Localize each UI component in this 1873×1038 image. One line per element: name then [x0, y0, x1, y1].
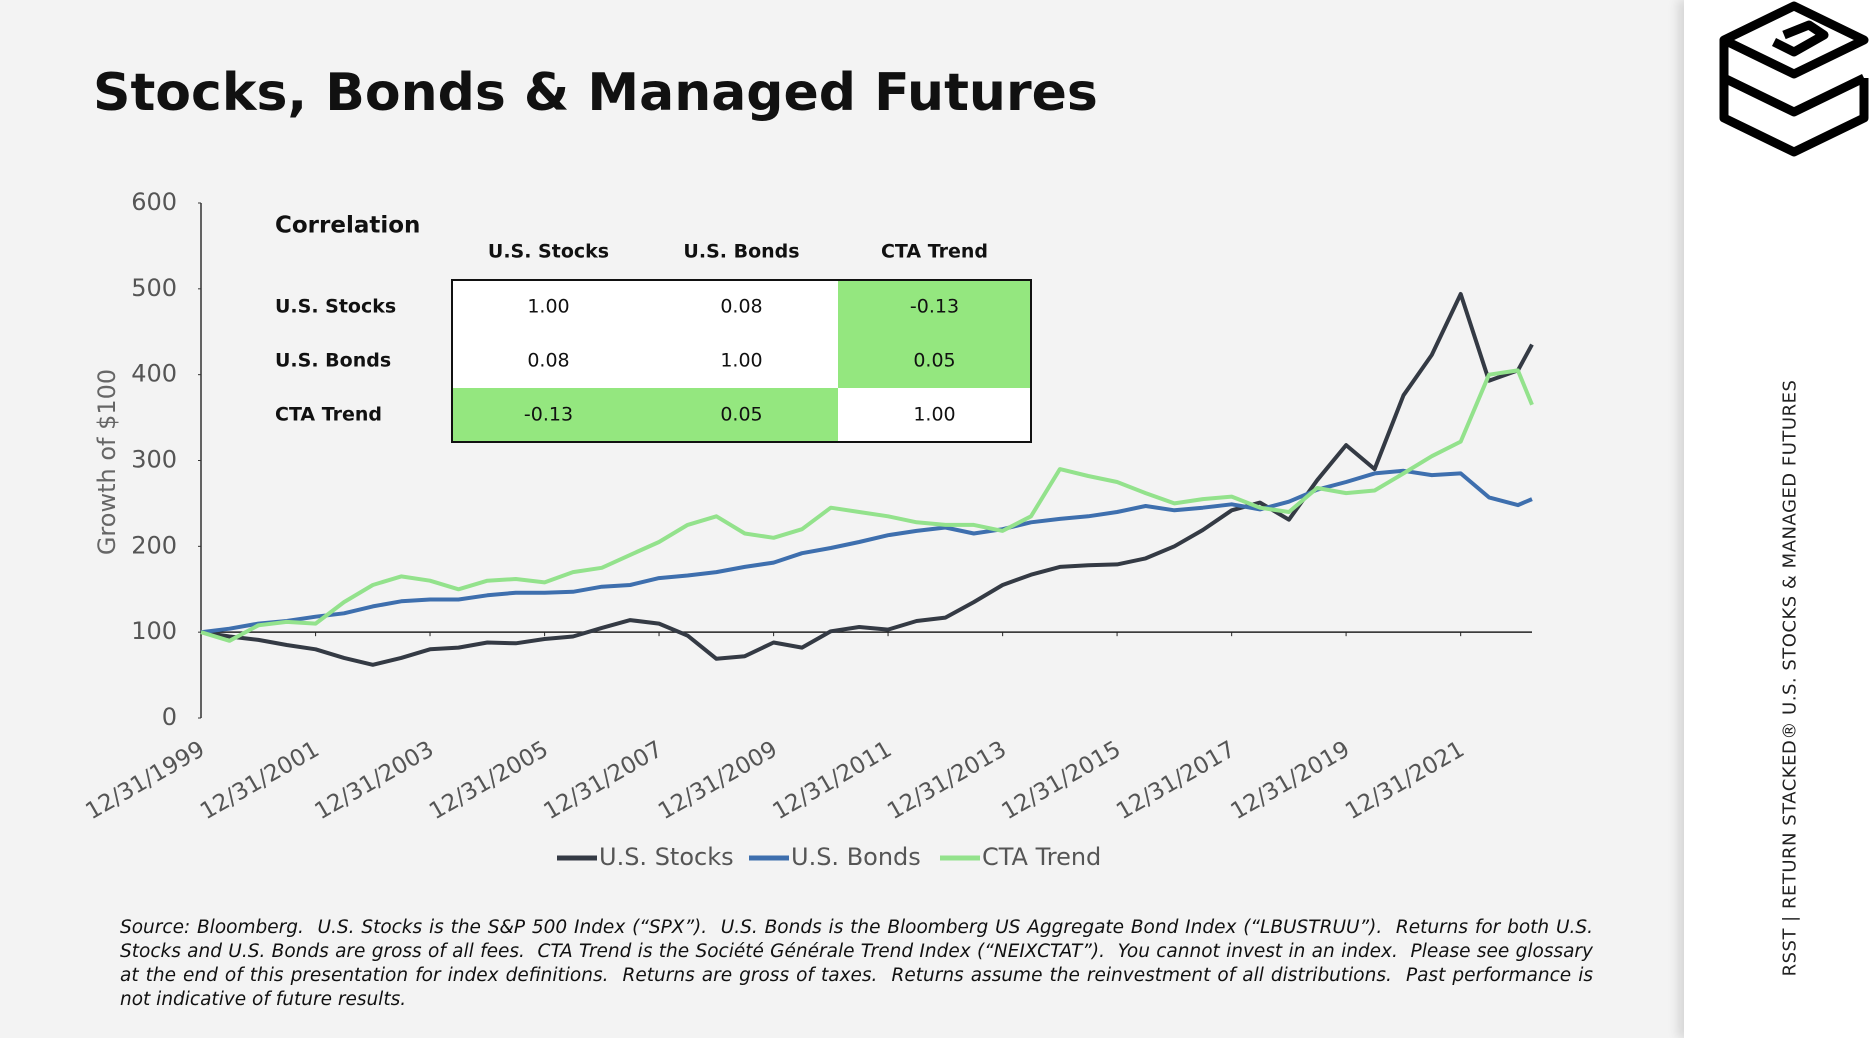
sidebar-text: RSST | RETURN STACKED® U.S. STOCKS & MAN… [1779, 379, 1801, 977]
sidebar [1684, 0, 1873, 1038]
x-tick-label: 12/31/2017 [1112, 736, 1240, 825]
table-cell [645, 280, 838, 334]
table-cell [452, 280, 645, 334]
legend-label: CTA Trend [982, 843, 1101, 871]
table-value: 0.05 [913, 350, 955, 372]
table-value: 1.00 [527, 296, 569, 318]
table-cell [452, 334, 645, 388]
logo [1719, 1, 1869, 157]
x-tick-label: 12/31/2003 [310, 736, 438, 825]
y-tick-label: 600 [131, 188, 177, 216]
row-header: U.S. Stocks [275, 296, 396, 318]
column-header: U.S. Stocks [488, 241, 609, 263]
x-tick-label: 12/31/2005 [425, 736, 553, 825]
x-tick-label: 12/31/2021 [1341, 736, 1469, 825]
table-value: 1.00 [913, 404, 955, 426]
table-title: Correlation [275, 213, 420, 239]
table-value: -0.13 [910, 296, 959, 318]
row-header: CTA Trend [275, 404, 382, 426]
chart: Stocks, Bonds & Managed Futures Growth o… [81, 63, 1534, 871]
y-tick-label: 500 [131, 274, 177, 302]
column-header: CTA Trend [881, 241, 988, 263]
table-cell [838, 388, 1031, 442]
x-tick-label: 12/31/2009 [654, 736, 782, 825]
table-cell [645, 334, 838, 388]
y-tick-label: 0 [162, 703, 177, 731]
row-header: U.S. Bonds [275, 350, 391, 372]
table-value: 0.08 [720, 296, 762, 318]
highlight-cell [838, 280, 1031, 334]
table-value: 0.08 [527, 350, 569, 372]
legend-label: U.S. Stocks [599, 843, 734, 871]
x-tick-label: 12/31/2019 [1227, 736, 1355, 825]
x-tick-label: 12/31/1999 [81, 736, 209, 825]
series-line [200, 468, 1533, 635]
column-header: U.S. Bonds [683, 241, 799, 263]
y-tick-label: 100 [131, 617, 177, 645]
series-line [200, 368, 1534, 643]
x-tick-label: 12/31/2013 [883, 736, 1011, 825]
table-border [451, 279, 1032, 443]
page-title: Stocks, Bonds & Managed Futures [93, 63, 1098, 123]
x-tick-label: 12/31/2001 [196, 736, 324, 825]
y-tick-label: 200 [131, 531, 177, 559]
y-tick-label: 300 [131, 446, 177, 474]
x-tick-label: 12/31/2007 [539, 736, 667, 825]
y-tick-label: 400 [131, 360, 177, 388]
footnote: Source: Bloomberg. U.S. Stocks is the S&… [120, 917, 1599, 1010]
table-value: 1.00 [720, 350, 762, 372]
highlight-cell [838, 334, 1031, 388]
table-value: -0.13 [524, 404, 573, 426]
x-tick-label: 12/31/2015 [998, 736, 1126, 825]
series-line [200, 292, 1534, 667]
highlight-cell [645, 388, 838, 442]
legend-label: U.S. Bonds [791, 843, 921, 871]
highlight-cell [452, 388, 645, 442]
table-value: 0.05 [720, 404, 762, 426]
y-axis-label: Growth of $100 [93, 369, 121, 555]
x-tick-label: 12/31/2011 [768, 736, 896, 825]
